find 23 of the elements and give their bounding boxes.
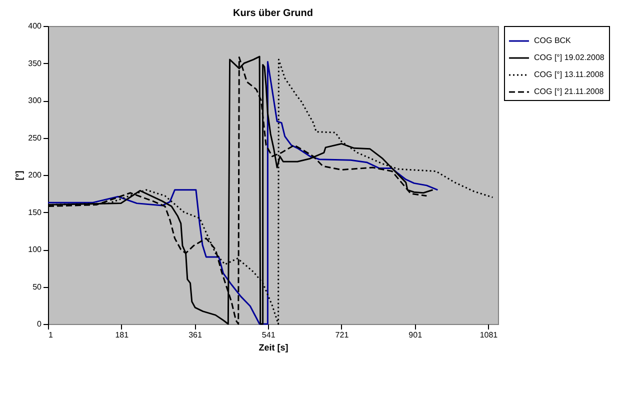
y-axis-title: [°] [14,170,24,180]
y-tick-label: 250 [28,133,42,142]
y-tick-label: 350 [28,58,42,68]
x-tick-label: 1 [48,330,54,340]
legend-label: COG [°] 21.11.2008 [534,87,604,96]
y-tick-label: 400 [28,22,42,30]
x-tick-label: 901 [408,330,423,340]
x-tick-label: 721 [335,330,350,340]
y-tick-label: 100 [28,245,42,254]
y-tick-label: 50 [32,282,42,292]
x-tick-label: 181 [115,330,130,340]
x-tick-label: 361 [188,330,202,340]
y-tick-label: 150 [28,208,42,217]
legend-label: COG BCK [534,36,572,45]
legend-label: COG [°] 13.11.2008 [534,70,604,79]
x-tick-label: 541 [262,330,276,340]
y-tick-label: 0 [37,320,42,328]
x-tick-label: 1081 [480,330,498,340]
y-tick-label: 200 [28,170,42,180]
y-tick-label: 300 [28,96,42,105]
x-axis-title: Zeit [s] [258,342,288,352]
legend-label: COG [°] 19.02.2008 [534,53,605,62]
chart-title: Kurs über Grund [232,8,314,19]
